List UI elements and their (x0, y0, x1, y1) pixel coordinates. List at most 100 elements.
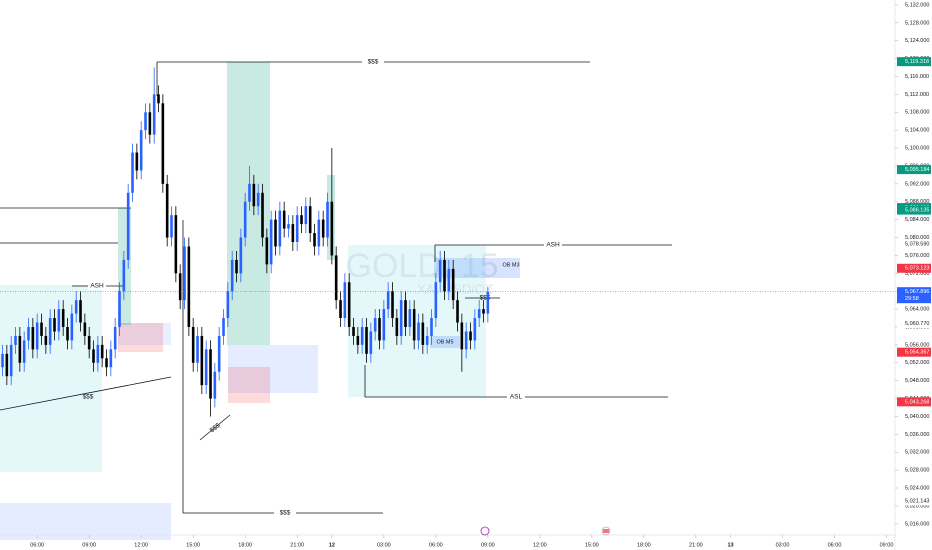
candle-body (343, 282, 347, 319)
y-tick-label: 5,104.000 (905, 128, 929, 134)
x-tick-label: 09:00 (880, 542, 894, 548)
flag (603, 529, 609, 533)
y-tick-label: 5,100.000 (905, 146, 929, 152)
candle-body (399, 300, 403, 336)
candle-body (204, 349, 208, 386)
label-bg (274, 509, 296, 517)
zone (0, 285, 102, 472)
event-icon[interactable] (480, 526, 490, 536)
candle-body (425, 335, 429, 345)
candle-body (74, 300, 78, 314)
zone (0, 503, 171, 540)
y-tick-label: 5,084.000 (905, 217, 929, 223)
x-tick-label: 18:00 (637, 542, 651, 548)
candles (1, 67, 490, 417)
candle-body (451, 268, 455, 301)
candle-body (174, 215, 178, 274)
y-tick-label: 5,080.000 (905, 235, 929, 241)
candle-body (222, 318, 225, 336)
y-tick-label: 5,052.000 (905, 360, 929, 366)
x-tick-label: 09:00 (82, 542, 96, 548)
candle-body (122, 259, 126, 292)
y-tick-label: 5,064.000 (905, 307, 929, 313)
zone (434, 258, 520, 278)
candle-body (92, 349, 95, 363)
y-tick-label: 5,016.000 (905, 521, 929, 527)
countdown: 29:58 (905, 296, 919, 302)
candle-body (295, 215, 299, 243)
candle-body (226, 291, 230, 319)
price-label-bg (897, 263, 931, 273)
candle-body (304, 206, 308, 225)
candle-body (486, 291, 490, 314)
zone (228, 345, 318, 393)
candle-body (386, 291, 390, 310)
y-tick-label: 5,076.000 (905, 253, 929, 259)
y-tick-label: 5,048.000 (905, 378, 929, 384)
candle-body (356, 335, 360, 345)
x-tick-label: 06:00 (30, 542, 44, 548)
candle-body (100, 344, 104, 359)
candle-body (395, 318, 399, 336)
price-label: 5,067.896 (905, 289, 929, 295)
candle-body (200, 335, 204, 386)
candle-body (438, 259, 442, 283)
price-label: 5,095.184 (905, 167, 929, 173)
label-bg (544, 241, 562, 249)
x-tick-label: 12 (329, 542, 335, 548)
annotation: ASL (510, 394, 523, 401)
candle-body (96, 344, 100, 363)
annotation: OB M5 (436, 339, 453, 345)
candle-body (126, 192, 130, 260)
zone (118, 323, 163, 352)
zone (228, 367, 270, 403)
candle-body (378, 318, 381, 341)
candle-body (235, 259, 238, 274)
y-tick-label: 5,124.000 (905, 38, 929, 44)
candle-body (66, 326, 69, 341)
candle-body (40, 322, 43, 336)
candle-body (265, 237, 269, 265)
candle-body (48, 318, 52, 345)
x-tick-label: 03:00 (776, 542, 790, 548)
candle-body (382, 309, 386, 341)
candle-body (430, 318, 433, 336)
candle-body (70, 313, 74, 341)
price-label: 5,060.770 (905, 321, 929, 327)
label-bg (362, 58, 384, 66)
watermark-title: GOLD, 15 (345, 247, 498, 285)
zones (0, 62, 520, 540)
candle-body (482, 309, 485, 314)
candle-body (144, 112, 147, 131)
annotation: ASH (90, 283, 104, 290)
candle-body (53, 318, 56, 332)
y-tick-label: 5,028.000 (905, 468, 929, 474)
candle-body (317, 219, 321, 247)
x-tick-label: 12:00 (533, 542, 547, 548)
candle-body (14, 335, 17, 345)
x-tick-label: 13 (727, 542, 733, 548)
price-label: 5,078.590 (905, 241, 929, 247)
y-tick-label: 5,088.000 (905, 199, 929, 205)
candle-body (139, 130, 143, 171)
price-label: 5,054.367 (905, 350, 929, 356)
candle-body (148, 112, 152, 135)
price-label-bg (897, 57, 931, 67)
x-tick-label: 15:00 (186, 542, 200, 548)
candle-body (22, 340, 26, 363)
y-tick-label: 5,132.000 (905, 2, 929, 8)
watermark: GOLD, 15 XAUUSD/OZ (345, 247, 498, 296)
x-tick-label: 06:00 (828, 542, 842, 548)
price-label-bg (897, 496, 931, 506)
zone (118, 323, 171, 345)
candle-body (308, 206, 312, 234)
annotation-labels: $$$ ASH $$$ $$$ $$$ ASH OB M3 $$$ OB M5 … (83, 58, 562, 517)
x-tick-label: 21:00 (290, 542, 304, 548)
x-tick-label: 15:00 (585, 542, 599, 548)
candle-body (196, 335, 199, 363)
x-tick-label: 03:00 (377, 542, 391, 548)
candle-body (261, 192, 264, 238)
candle-body (248, 183, 251, 202)
candle-body (109, 349, 113, 368)
